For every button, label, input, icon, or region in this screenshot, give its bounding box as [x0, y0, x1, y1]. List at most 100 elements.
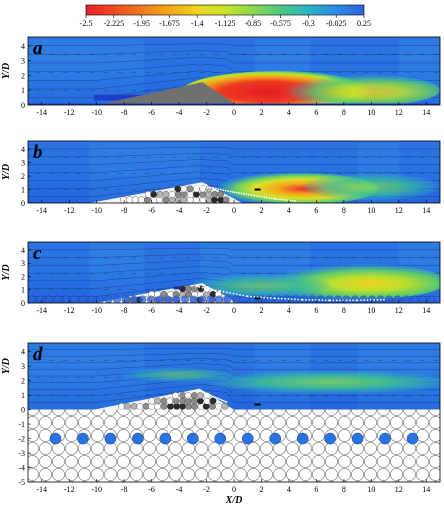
y-tick-label: -5 — [18, 478, 25, 487]
highlighted-cell — [241, 432, 254, 445]
y-axis-label: Y/D — [1, 164, 12, 180]
separation-dot — [287, 298, 290, 300]
separation-dot — [233, 191, 235, 194]
separation-dot — [266, 196, 268, 199]
bed-cell — [342, 295, 351, 303]
x-tick-label: -8 — [121, 206, 128, 215]
x-tick-label: -6 — [148, 306, 155, 315]
bed-cell — [206, 295, 215, 303]
separation-dot — [349, 299, 351, 302]
bed-cell — [62, 295, 70, 303]
sphere — [196, 392, 204, 399]
bed-cell — [138, 295, 147, 303]
separation-dot — [250, 295, 252, 298]
separation-dot — [345, 299, 348, 302]
separation-dot — [245, 193, 248, 196]
sphere — [136, 403, 144, 410]
sphere — [148, 397, 156, 405]
highlighted-cell — [49, 432, 62, 445]
x-tick-label: 2 — [259, 485, 263, 494]
colorbar-tick-label: -1.125 — [215, 19, 236, 28]
colorbar-tick-label: 0.25 — [357, 19, 371, 28]
separation-dot — [269, 297, 272, 299]
sphere — [154, 397, 162, 405]
x-tick-label: 12 — [395, 485, 403, 494]
x-tick-label: 6 — [314, 306, 318, 315]
x-tick-label: -12 — [64, 306, 75, 315]
x-axis: -14 -12 -10 -8 -6 -4 -2 0 2 4 6 8 10 12 14 — [36, 102, 430, 117]
y-axis-label: Y/D — [1, 63, 12, 79]
streamline — [28, 253, 440, 258]
separation-dot — [222, 189, 225, 192]
piv-window — [89, 242, 145, 303]
x-tick-label: 0 — [232, 306, 236, 315]
y-axis: 0 1 2 3 4 — [21, 246, 31, 308]
streamline — [28, 63, 440, 72]
separation-dot — [279, 198, 282, 201]
streamline — [28, 57, 440, 64]
x-tick-label: -2 — [203, 485, 210, 494]
separation-dot — [284, 199, 286, 201]
separation-dot — [373, 299, 375, 301]
separation-dot — [301, 298, 304, 301]
x-tick-label: 0 — [232, 108, 236, 117]
x-axis-label: X/D — [225, 495, 243, 506]
bed-cell — [155, 295, 164, 303]
x-tick-label: 10 — [367, 306, 375, 315]
bed-cell — [385, 295, 393, 303]
y-tick-label: 2 — [21, 272, 25, 281]
sphere — [131, 196, 139, 203]
y-tick-label: -3 — [18, 449, 25, 458]
x-axis: -14 -12 -10 -8 -6 -4 -2 0 2 4 6 8 10 12 14 — [36, 200, 430, 215]
x-tick-label: 2 — [259, 306, 263, 315]
bed-cell — [266, 295, 274, 303]
x-tick-label: 12 — [395, 306, 403, 315]
x-tick-label: 14 — [422, 206, 430, 215]
separation-dot — [225, 401, 228, 404]
separation-dot — [250, 194, 253, 196]
wake-region — [275, 73, 440, 105]
y-tick-label: 2 — [21, 172, 25, 181]
separation-dot — [229, 292, 232, 294]
colorbar-tick-label: -0.575 — [270, 19, 291, 28]
separation-dot — [308, 298, 311, 301]
x-tick-label: 10 — [367, 485, 375, 494]
x-tick-label: -10 — [91, 206, 102, 215]
y-tick-label: 3 — [21, 362, 25, 371]
bed-cell — [113, 295, 121, 303]
separation-dot — [339, 299, 341, 302]
separation-dot — [199, 185, 202, 188]
sphere — [118, 403, 125, 410]
y-tick-label: 0 — [21, 199, 25, 208]
separation-dot — [235, 191, 238, 194]
y-axis: -5 -4 -3 -2 -1 0 1 2 3 4 — [18, 348, 31, 487]
x-tick-label: 8 — [342, 306, 346, 315]
x-tick-label: 4 — [287, 306, 291, 315]
y-tick-label: -2 — [18, 435, 25, 444]
separation-dot — [271, 197, 273, 200]
separation-dot — [274, 297, 277, 300]
separation-dot — [253, 194, 256, 197]
y-tick-label: -4 — [18, 464, 25, 473]
separation-dot — [242, 294, 245, 297]
y-tick-label: 3 — [21, 57, 25, 66]
separation-dot — [258, 195, 261, 198]
sphere — [217, 190, 224, 198]
separation-dot — [195, 285, 197, 288]
sphere — [138, 196, 145, 203]
bed-cell — [181, 295, 189, 303]
separation-dot — [205, 392, 208, 395]
separation-dot — [211, 288, 214, 291]
separation-dot — [294, 298, 296, 301]
granular-heap — [93, 388, 234, 410]
shear-layer — [206, 370, 440, 394]
separation-dot — [324, 299, 327, 302]
x-tick-label: -12 — [64, 485, 75, 494]
porous-bed — [28, 409, 440, 482]
sphere — [172, 392, 180, 399]
x-tick-label: -8 — [121, 108, 128, 117]
separation-dot — [196, 185, 199, 188]
x-tick-label: 8 — [342, 485, 346, 494]
bed-cell — [334, 295, 342, 303]
